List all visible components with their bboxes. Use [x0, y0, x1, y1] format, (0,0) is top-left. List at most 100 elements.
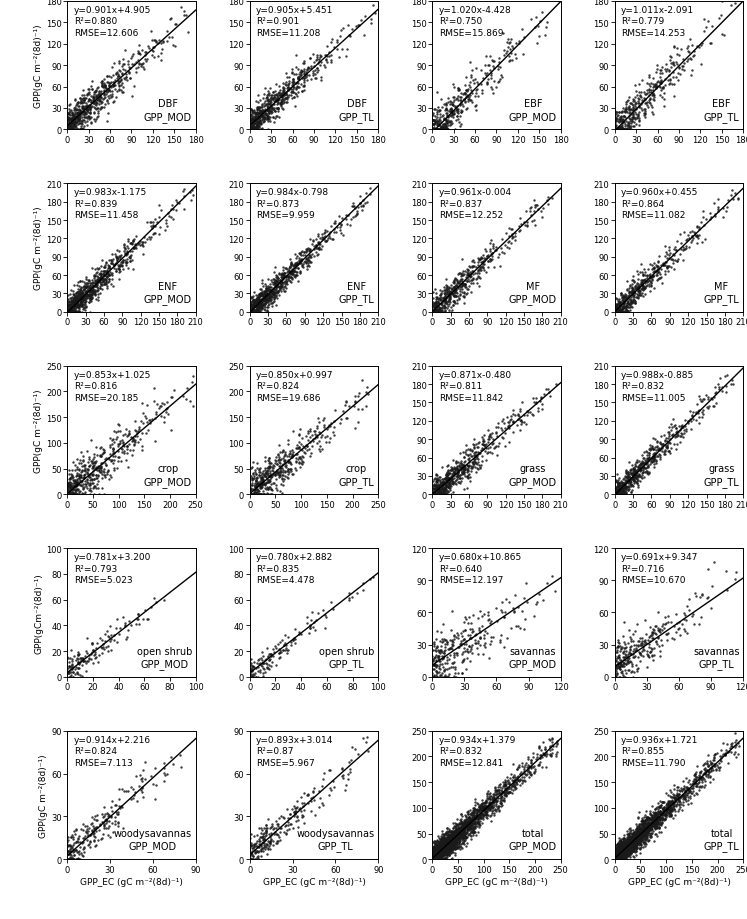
Point: [72, 288, 84, 302]
Point: [497, 789, 509, 804]
Point: [634, 460, 646, 475]
Point: [253, 107, 265, 121]
Point: [431, 123, 443, 138]
Point: [449, 279, 461, 294]
Point: [303, 255, 314, 269]
Point: [69, 303, 81, 318]
Point: [84, 295, 96, 310]
Point: [624, 472, 636, 487]
Point: [471, 82, 483, 96]
Point: [77, 102, 89, 117]
Point: [610, 301, 622, 315]
Point: [610, 841, 622, 856]
Point: [646, 630, 658, 645]
Point: [623, 836, 635, 851]
Point: [649, 821, 661, 835]
Point: [135, 414, 147, 429]
Point: [443, 472, 455, 487]
Point: [132, 47, 144, 62]
Point: [432, 485, 444, 500]
Point: [102, 463, 114, 478]
Point: [281, 82, 293, 96]
Point: [110, 798, 122, 812]
Point: [440, 291, 452, 306]
Point: [447, 476, 459, 491]
Point: [612, 483, 624, 498]
Point: [268, 104, 280, 119]
Point: [444, 648, 456, 663]
Point: [636, 834, 648, 849]
Point: [436, 833, 447, 847]
Point: [117, 427, 128, 442]
Point: [82, 95, 94, 109]
Point: [303, 248, 315, 263]
Point: [252, 301, 264, 315]
Point: [245, 302, 257, 317]
Point: [640, 464, 652, 479]
Point: [459, 833, 471, 847]
Point: [624, 301, 636, 315]
Point: [623, 841, 635, 856]
Point: [320, 49, 332, 63]
Point: [651, 809, 663, 823]
Point: [65, 305, 77, 320]
Point: [443, 838, 455, 853]
Point: [431, 482, 443, 496]
Point: [619, 838, 631, 853]
Point: [93, 261, 105, 276]
Point: [645, 275, 657, 289]
Point: [64, 670, 76, 685]
Point: [279, 464, 291, 479]
Point: [133, 46, 145, 61]
Point: [108, 425, 120, 439]
Point: [630, 455, 642, 470]
Point: [636, 634, 648, 649]
Point: [133, 421, 145, 436]
Point: [249, 668, 261, 683]
Point: [134, 48, 146, 62]
Point: [630, 837, 642, 852]
Point: [629, 97, 641, 112]
Point: [115, 454, 127, 469]
Point: [628, 828, 640, 843]
Point: [268, 115, 280, 130]
Point: [441, 843, 453, 857]
Point: [611, 846, 623, 861]
Point: [427, 636, 438, 651]
Point: [84, 452, 96, 467]
Point: [81, 833, 93, 847]
Point: [68, 112, 80, 127]
Point: [616, 476, 627, 491]
Point: [622, 290, 633, 305]
Point: [441, 852, 453, 867]
Point: [429, 849, 441, 864]
Point: [472, 448, 484, 462]
Point: [442, 836, 454, 851]
Point: [628, 840, 640, 855]
Point: [449, 462, 461, 477]
Point: [624, 297, 636, 312]
Point: [701, 754, 713, 769]
Point: [320, 230, 332, 244]
Point: [444, 835, 456, 850]
Point: [463, 639, 475, 653]
Point: [437, 845, 449, 860]
Point: [64, 487, 76, 502]
Point: [102, 267, 114, 281]
Point: [298, 79, 310, 94]
Point: [446, 838, 458, 853]
Point: [251, 119, 263, 133]
Point: [288, 265, 300, 279]
Point: [99, 80, 111, 95]
Point: [276, 461, 288, 476]
Point: [619, 837, 630, 852]
Point: [619, 652, 631, 667]
Point: [432, 305, 444, 320]
Point: [659, 812, 671, 827]
Point: [611, 299, 623, 313]
Point: [614, 302, 626, 317]
Point: [679, 608, 691, 623]
Point: [459, 273, 471, 288]
Point: [137, 58, 149, 73]
Point: [677, 59, 689, 74]
